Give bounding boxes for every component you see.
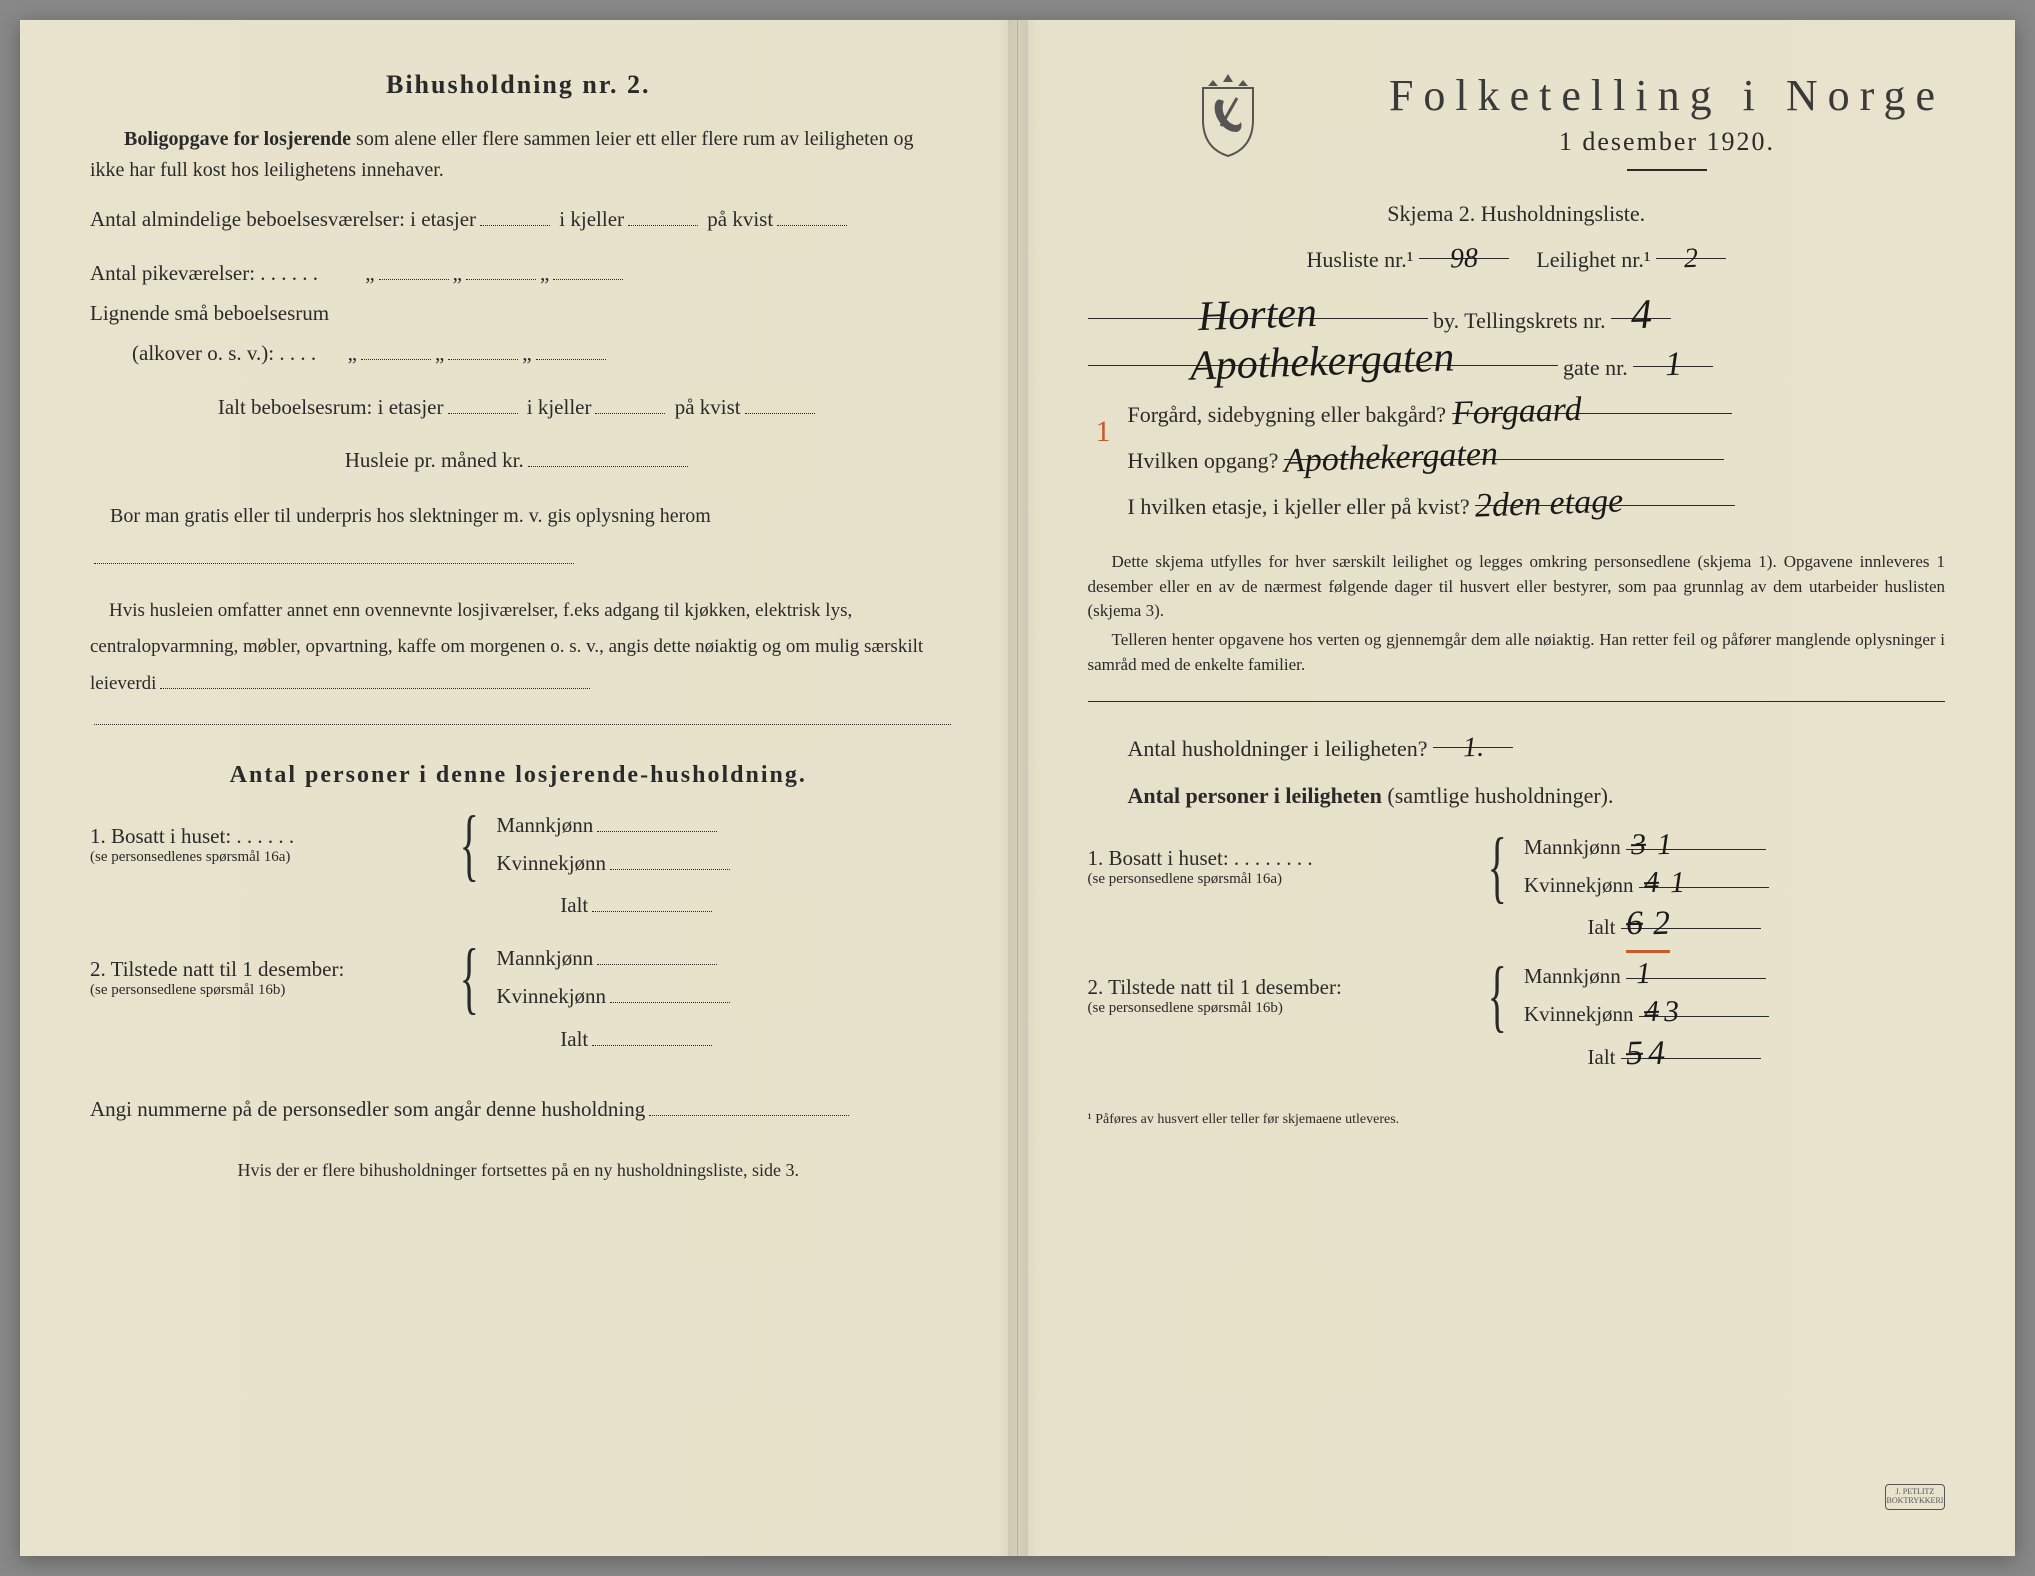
right-page: Folketelling i Norge 1 desember 1920. Sk…: [1018, 20, 2016, 1556]
left-row-2: 2. Tilstede natt til 1 desember: (se per…: [90, 940, 947, 1016]
antal-pers-head: Antal personer i leiligheten (samtlige h…: [1128, 773, 1946, 819]
left-subhead: Antal personer i denne losjerende-hushol…: [90, 762, 947, 789]
header-row: Folketelling i Norge 1 desember 1920.: [1088, 70, 1946, 183]
brace-icon: {: [1487, 839, 1506, 895]
right-row-2: 2. Tilstede natt til 1 desember: (se per…: [1088, 958, 1946, 1034]
krets-value: 4: [1630, 297, 1652, 336]
forgard-row: Forgård, sidebygning eller bakgård? Forg…: [1128, 392, 1946, 438]
right-ialt-1: Ialt 6 2: [1588, 908, 1946, 948]
ialt-beboelsesrum: Ialt beboelsesrum: i etasjer i kjeller p…: [90, 388, 947, 428]
gate-value: Apothekergaten: [1190, 340, 1456, 387]
bor-man: Bor man gratis eller til underpris hos s…: [90, 495, 947, 579]
instructions-1: Dette skjema utfylles for hver særskilt …: [1088, 550, 1946, 624]
husliste-row: Husliste nr.¹ 98 Leilighet nr.¹ 2: [1088, 237, 1946, 283]
line-almindelige: Antal almindelige beboelsesværelser: i e…: [90, 200, 947, 240]
main-title: Folketelling i Norge: [1389, 70, 1945, 121]
divider: [1088, 701, 1946, 702]
printer-stamp-icon: J. PETLITZBOKTRYKKERI: [1885, 1484, 1945, 1510]
coat-of-arms-icon: [1193, 70, 1263, 160]
left-title: Bihusholdning nr. 2.: [90, 70, 947, 100]
left-ialt-2: Ialt: [330, 1020, 947, 1060]
left-page: Bihusholdning nr. 2. Boligopgave for los…: [20, 20, 1018, 1556]
r2-ialt: 4: [1648, 1038, 1666, 1069]
right-ialt-2: Ialt 5 4: [1588, 1038, 1946, 1078]
right-row-1: 1. Bosatt i huset: . . . . . . . . (se p…: [1088, 829, 1946, 905]
by-value: Horten: [1197, 295, 1317, 337]
right-footnote: ¹ Påføres av husvert eller teller før sk…: [1088, 1112, 1946, 1128]
line-lignende1: Lignende små beboelsesrum: [90, 294, 947, 334]
r1-mann: 1: [1656, 830, 1672, 858]
instructions-2: Telleren henter opgavene hos verten og g…: [1088, 628, 1946, 677]
by-row: Horten by. Tellingskrets nr. 4: [1088, 297, 1946, 344]
left-intro: Boligopgave for losjerende som alene ell…: [90, 124, 947, 186]
opgang-row: Hvilken opgang? Apothekergaten: [1128, 438, 1946, 484]
r2-kvinne: 3: [1664, 998, 1680, 1026]
gatenr-value: 1: [1664, 350, 1682, 381]
r2-mann: 1: [1636, 960, 1652, 988]
skjema-line: Skjema 2. Husholdningsliste.: [1088, 201, 1946, 227]
angi-line: Angi nummerne på de personsedler som ang…: [90, 1090, 947, 1130]
antal-hush-row: Antal husholdninger i leiligheten? 1.: [1128, 726, 1946, 772]
left-ialt-1: Ialt: [330, 886, 947, 926]
husliste-value: 98: [1449, 246, 1478, 272]
husleie: Husleie pr. måned kr.: [90, 441, 947, 481]
left-footnote: Hvis der er flere bihusholdninger fortse…: [90, 1160, 947, 1181]
antal-hush-value: 1.: [1462, 735, 1484, 761]
line-pike: Antal pikeværelser: . . . . . . „„„: [90, 254, 947, 294]
date-line: 1 desember 1920.: [1389, 127, 1945, 157]
etasje-row: I hvilken etasje, i kjeller eller på kvi…: [1128, 484, 1946, 530]
intro-bold: Boligopgave for losjerende: [124, 128, 351, 150]
document-spread: Bihusholdning nr. 2. Boligopgave for los…: [20, 20, 2015, 1556]
line-lignende2: (alkover o. s. v.): . . . . „„„: [90, 334, 947, 374]
r1-kvinne: 1: [1669, 868, 1685, 896]
divider: [1627, 169, 1707, 171]
red-mark-icon: 1: [1096, 415, 1111, 449]
forgard-value: Forgaard: [1451, 394, 1582, 429]
hvis-husleien: Hvis husleien omfatter annet enn ovennev…: [90, 593, 947, 737]
brace-icon: {: [460, 817, 479, 873]
brace-icon: {: [460, 950, 479, 1006]
left-row-1: 1. Bosatt i huset: . . . . . . (se perso…: [90, 807, 947, 883]
etasje-value: 2den etage: [1475, 486, 1624, 522]
brace-icon: {: [1487, 968, 1506, 1024]
opgang-value: Apothekergaten: [1283, 439, 1498, 477]
gate-row: Apothekergaten gate nr. 1: [1088, 344, 1946, 391]
r1-ialt: 2: [1653, 909, 1671, 940]
leilighet-value: 2: [1684, 246, 1699, 272]
